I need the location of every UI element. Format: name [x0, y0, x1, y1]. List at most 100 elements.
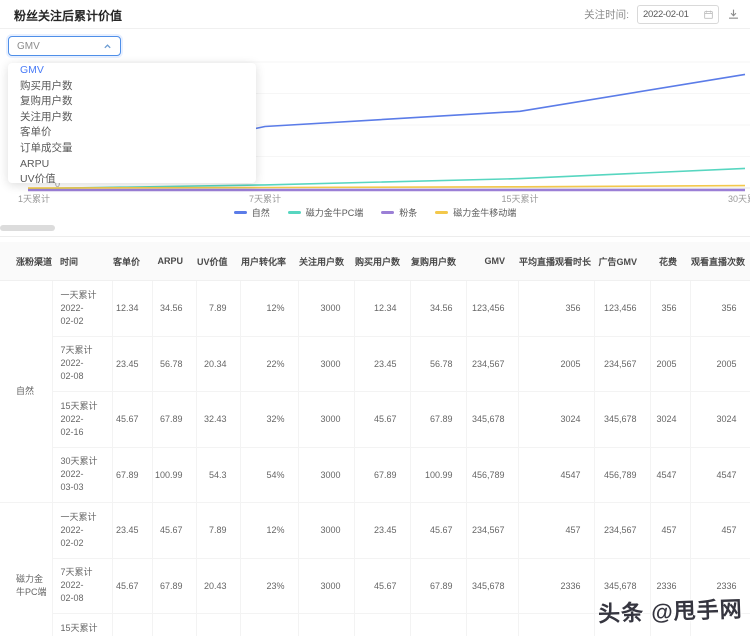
table-header: 涨粉渠道 时间 客单价 ARPU UV价值 用户转化率 关注用户数 购买用户数 复购用户数 GMV… [0, 242, 750, 281]
menu-item-UV价值[interactable]: UV价值 [20, 173, 56, 183]
value-cell: 5009 [689, 613, 750, 636]
value-cell: 4547 [689, 446, 750, 503]
time-cell: 一天累计 2022- 02-02 [51, 502, 113, 559]
value-cell: 67.89 [151, 557, 197, 614]
menu-item-购买用户数[interactable]: 购买用户数 [20, 79, 73, 92]
table-row: 15天累计 2022- 02-1667.89103.8934.5654%3000… [0, 613, 750, 636]
menu-item-ARPU[interactable]: ARPU [20, 157, 50, 170]
value-cell: 103.89 [409, 613, 467, 636]
value-cell: 456,789 [465, 446, 519, 503]
chevron-up-icon [104, 43, 111, 48]
value-cell: 56.78 [409, 335, 467, 392]
value-cell: 54% [239, 613, 299, 636]
value-cell: 45.67 [353, 391, 411, 448]
legend-marker [233, 211, 247, 214]
column-header-购买用户数: 购买用户数 [354, 242, 410, 281]
menu-item-关注用户数[interactable]: 关注用户数 [20, 110, 73, 123]
menu-item-复购用户数[interactable]: 复购用户数 [20, 95, 73, 108]
menu-item-订单成交量[interactable]: 订单成交量 [20, 141, 73, 154]
value-cell: 54% [239, 446, 299, 503]
value-cell: 67.89 [353, 613, 411, 636]
date-value: 2022-02-01 [643, 8, 689, 20]
watermark: 头条 @甩手网 [597, 596, 744, 627]
value-cell: 457 [649, 502, 691, 559]
value-cell: 67.89 [151, 391, 197, 448]
series-line-磁力金牛PC端 [27, 167, 746, 190]
legend-label: 粉条 [399, 208, 418, 218]
value-cell: 12.34 [353, 280, 411, 337]
value-cell: 3000 [297, 502, 355, 559]
x-axis-label: 30天累计 [728, 194, 750, 204]
value-cell: 3000 [297, 335, 355, 392]
legend-item-磁力金牛PC端[interactable]: 磁力金牛PC端 [287, 206, 364, 219]
horizontal-scrollbar-thumb[interactable] [0, 225, 55, 231]
value-cell: 12.34 [111, 280, 153, 337]
value-cell: 2005 [689, 335, 750, 392]
column-header-ARPU: ARPU [152, 242, 196, 281]
value-cell: 103.89 [151, 613, 197, 636]
series-line-磁力金牛移动端 [27, 184, 746, 189]
value-cell: 5009 [649, 613, 691, 636]
value-cell: 456,789 [593, 446, 651, 503]
chart-legend: 自然 磁力金牛PC端 粉条 磁力金牛移动端 [0, 206, 750, 219]
metric-select-value: GMV [17, 40, 40, 52]
value-cell: 567,789 [593, 613, 651, 636]
value-cell: 234,567 [593, 335, 651, 392]
time-cell: 7天累计 2022- 02-08 [51, 557, 113, 614]
column-header-用户转化率: 用户转化率 [240, 242, 298, 281]
value-cell: 45.67 [111, 557, 153, 614]
value-cell: 32.43 [195, 391, 241, 448]
value-cell: 345,678 [465, 391, 519, 448]
value-cell: 3000 [297, 446, 355, 503]
page-title: 粉丝关注后累计价值 [14, 9, 123, 23]
value-cell: 7.89 [195, 502, 241, 559]
value-cell: 56.78 [151, 335, 197, 392]
value-cell: 23.45 [111, 502, 153, 559]
time-cell: 7天累计 2022- 02-08 [51, 335, 113, 392]
legend-marker [381, 211, 395, 214]
value-cell: 356 [689, 280, 750, 337]
value-cell: 123,456 [465, 280, 519, 337]
table-row: 30天累计 2022- 03-03 67.89 100.99 54.3 54% 3000 6… [0, 446, 750, 503]
table-row: 磁力金牛PC端 一天累计 2022- 02-02 23.45 45.67 7.89 12%… [0, 502, 750, 636]
x-axis-label: 1天累计 [18, 194, 51, 204]
menu-item-GMV[interactable]: GMV [20, 64, 44, 76]
follow-time-label: 关注时间: [584, 8, 629, 21]
value-cell: 34.56 [151, 280, 197, 337]
column-header-客单价: 客单价 [112, 242, 152, 281]
legend-item-粉条[interactable]: 粉条 [381, 206, 417, 219]
value-cell: 3000 [297, 391, 355, 448]
column-header-时间: 时间 [52, 242, 112, 281]
value-cell: 3000 [297, 280, 355, 337]
value-cell: 123,456 [593, 280, 651, 337]
legend-item-自然[interactable]: 自然 [233, 206, 270, 219]
value-cell: 234,567 [465, 335, 519, 392]
download-icon[interactable] [727, 8, 740, 21]
value-cell: 3000 [297, 557, 355, 614]
value-cell: 67.89 [353, 446, 411, 503]
metric-dropdown-menu: GMV 购买用户数复购用户数关注用户数客单价订单成交量 ARPU UV价值 [8, 63, 256, 183]
value-cell: 3024 [689, 391, 750, 448]
value-cell: 34.56 [409, 280, 467, 337]
value-cell: 23.45 [353, 335, 411, 392]
date-picker-input[interactable]: 2022-02-01 [637, 4, 719, 24]
header-bar: 粉丝关注后累计价值 关注时间: 2022-02-01 [0, 0, 750, 28]
channel-cell: 自然 [0, 280, 53, 503]
value-cell: 100.99 [409, 446, 467, 503]
value-cell: 4547 [517, 446, 595, 503]
legend-item-磁力金牛移动端[interactable]: 磁力金牛移动端 [435, 206, 516, 219]
value-cell: 3000 [297, 613, 355, 636]
y-axis-tick-zero: 0 [54, 179, 60, 189]
legend-label: 磁力金牛PC端 [305, 208, 364, 218]
value-cell: 12% [239, 280, 299, 337]
value-cell: 7.89 [195, 280, 241, 337]
value-cell: 45.67 [151, 502, 197, 559]
column-header-涨粉渠道: 涨粉渠道 [0, 242, 52, 281]
table-row: 15天累计 2022- 02-16 45.67 67.89 32.43 32% 3000 4… [0, 391, 750, 448]
table-row: 7天累计 2022- 02-08 45.67 67.89 20.43 23% 3000 45… [0, 557, 750, 614]
x-axis-label: 7天累计 [248, 194, 282, 204]
value-cell: 20.43 [195, 557, 241, 614]
menu-item-客单价[interactable]: 客单价 [20, 126, 52, 139]
metric-select[interactable]: GMV [8, 36, 121, 56]
